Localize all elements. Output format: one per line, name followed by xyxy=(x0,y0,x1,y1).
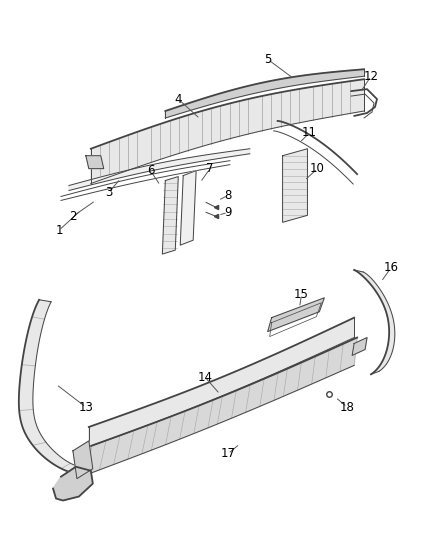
Polygon shape xyxy=(91,79,364,183)
Polygon shape xyxy=(352,337,367,356)
Polygon shape xyxy=(268,298,324,332)
Text: 16: 16 xyxy=(383,262,399,274)
Polygon shape xyxy=(53,467,93,500)
Polygon shape xyxy=(86,156,104,168)
Text: 7: 7 xyxy=(206,162,214,175)
Text: 2: 2 xyxy=(69,210,77,223)
Text: 18: 18 xyxy=(340,401,355,414)
Polygon shape xyxy=(354,270,395,374)
Polygon shape xyxy=(69,149,250,190)
Text: 10: 10 xyxy=(310,162,325,175)
Text: 5: 5 xyxy=(264,53,272,66)
Polygon shape xyxy=(180,171,196,245)
Text: 12: 12 xyxy=(364,70,378,83)
Text: 3: 3 xyxy=(105,186,113,199)
Text: 17: 17 xyxy=(220,447,236,461)
Polygon shape xyxy=(73,441,93,479)
Text: 11: 11 xyxy=(302,126,317,139)
Text: 1: 1 xyxy=(55,224,63,237)
Text: 8: 8 xyxy=(224,189,232,202)
Text: 15: 15 xyxy=(294,288,309,301)
Text: 13: 13 xyxy=(78,401,93,414)
Text: 6: 6 xyxy=(147,164,154,177)
Text: 9: 9 xyxy=(224,206,232,219)
Polygon shape xyxy=(162,176,178,254)
Polygon shape xyxy=(283,149,307,222)
Text: 4: 4 xyxy=(174,93,182,106)
Polygon shape xyxy=(89,318,354,447)
Text: 14: 14 xyxy=(198,371,212,384)
Polygon shape xyxy=(19,300,81,474)
Polygon shape xyxy=(76,337,357,479)
Polygon shape xyxy=(165,69,364,118)
